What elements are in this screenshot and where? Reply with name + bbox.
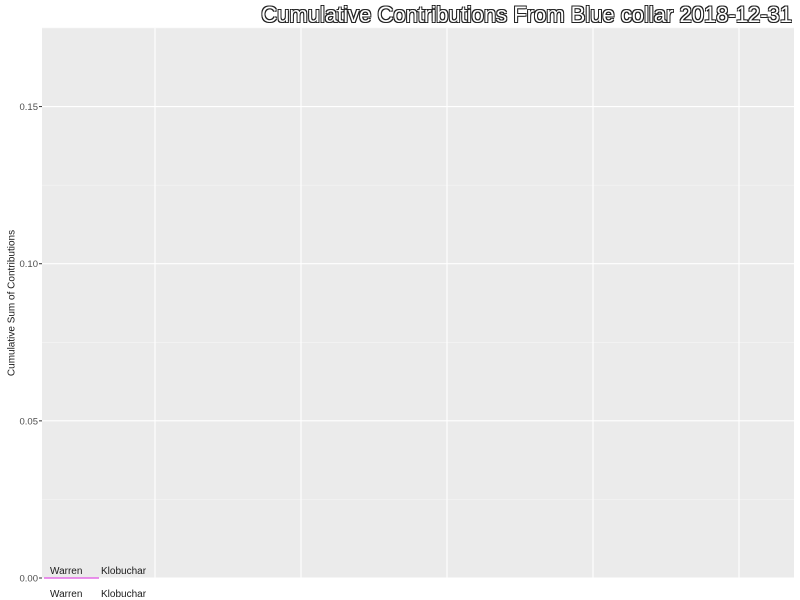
x-axis-ticks: Warren Klobuchar: [50, 589, 147, 600]
grid-lines: [42, 27, 794, 579]
y-tick-label: 0.15: [20, 102, 39, 113]
y-tick-label: 0.10: [20, 259, 39, 270]
chart-title: Cumulative Contributions From Blue colla…: [261, 2, 792, 27]
annotation-label: Warren: [50, 566, 82, 577]
x-tick-label: Warren: [50, 589, 82, 600]
y-axis-ticks: 0.00 0.05 0.10 0.15: [20, 102, 42, 585]
x-tick-label: Klobuchar: [101, 589, 147, 600]
annotation-label: Klobuchar: [101, 566, 147, 577]
plot-panel: [42, 28, 794, 578]
y-tick-label: 0.00: [20, 574, 39, 585]
y-tick-label: 0.05: [20, 416, 39, 427]
annotations: Warren Klobuchar: [50, 566, 147, 577]
